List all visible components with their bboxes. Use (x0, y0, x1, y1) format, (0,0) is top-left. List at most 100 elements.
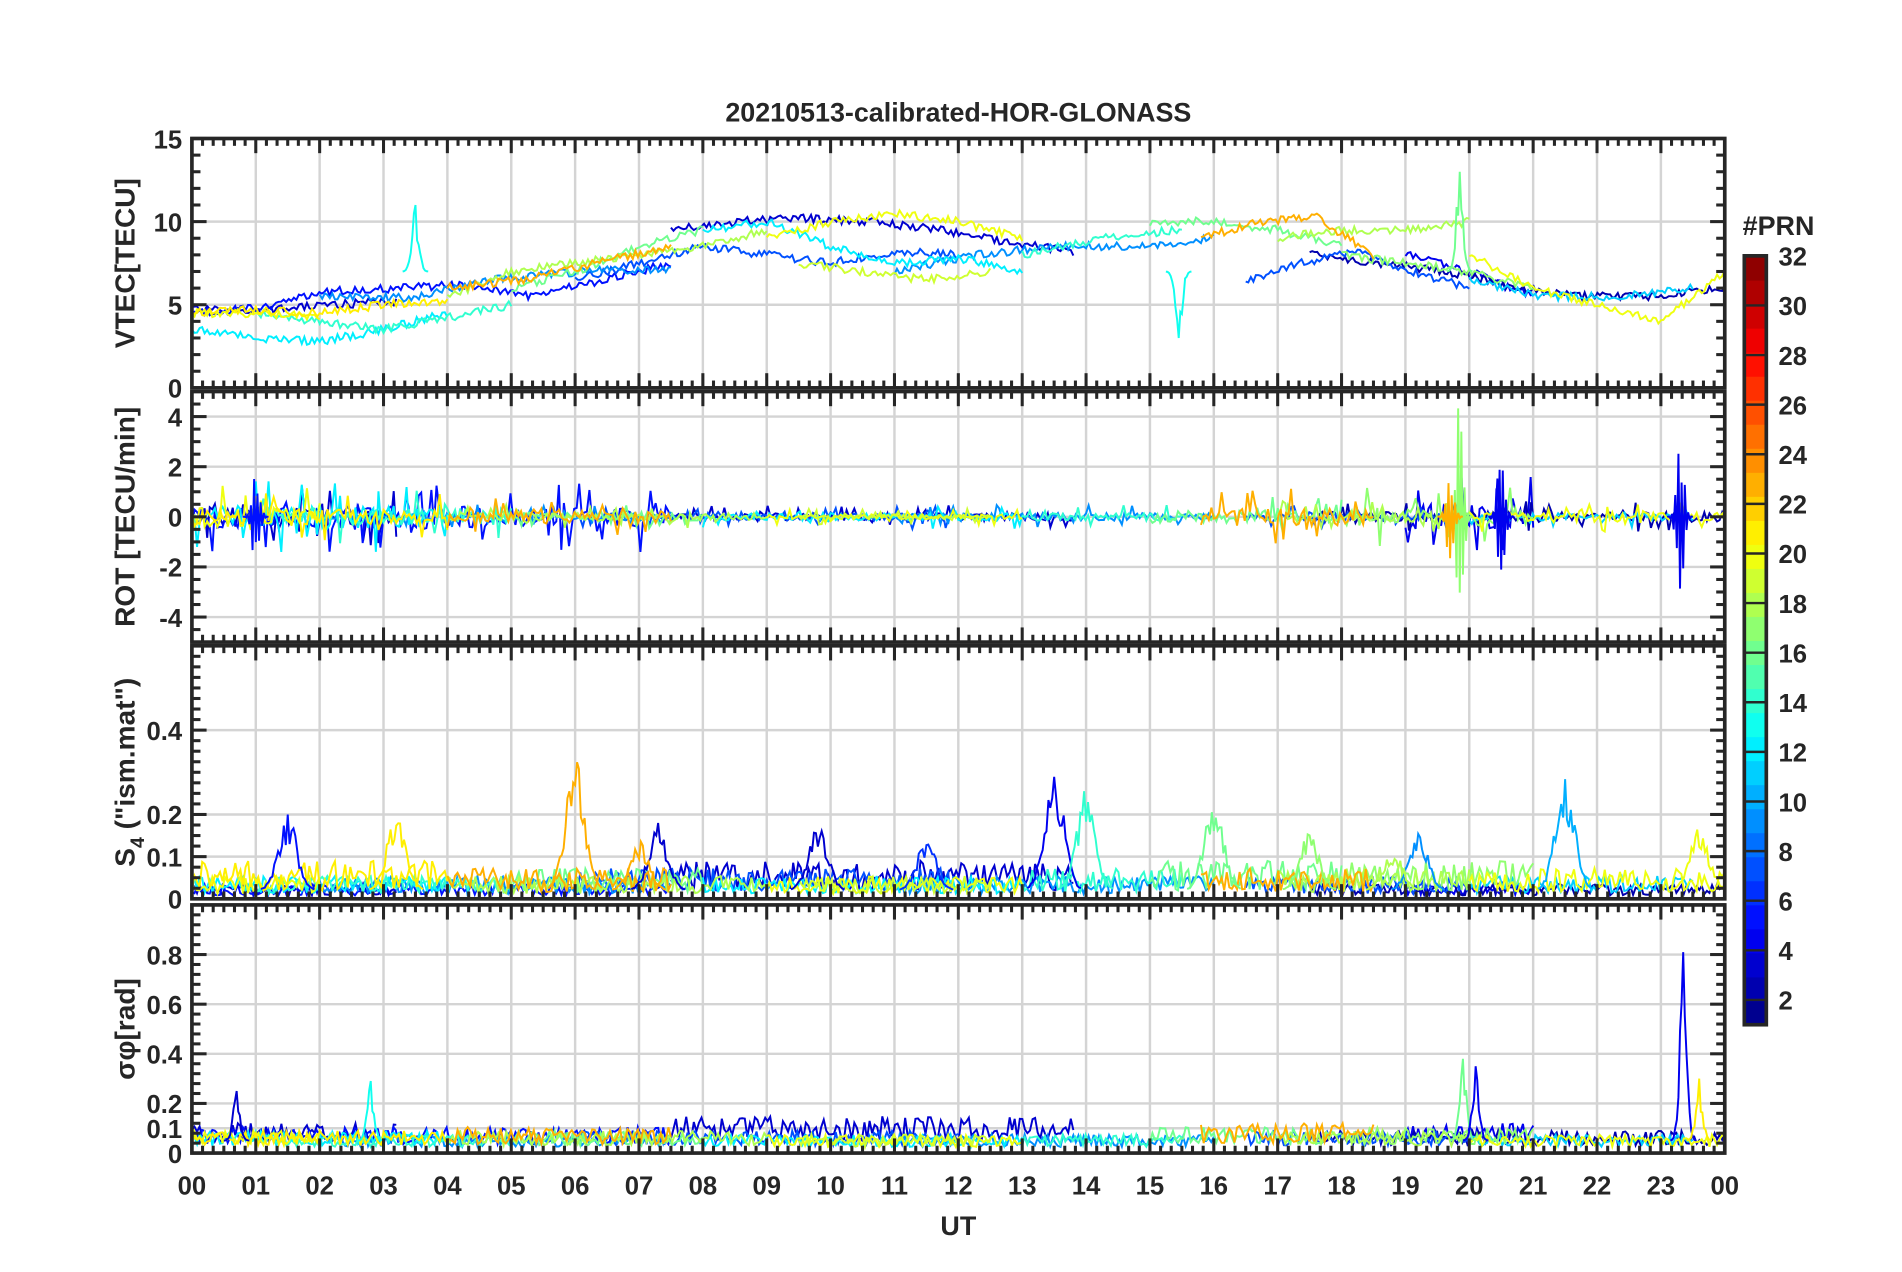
x-tick-label: 08 (689, 1173, 718, 1201)
colorbar-tick-label: 18 (1779, 591, 1808, 619)
y-tick-label: 15 (154, 126, 183, 154)
colorbar-tick-label: 10 (1779, 789, 1808, 817)
colorbar-tick-label: 24 (1779, 442, 1808, 470)
colorbar-segment (1744, 255, 1767, 281)
axes (190, 389, 1727, 644)
y-tick-label: 0.1 (146, 1116, 182, 1144)
y-tick-label: 0.2 (146, 802, 182, 830)
event-prn-17 (1282, 832, 1337, 891)
colorbar-tick-label: 26 (1779, 392, 1808, 420)
series-lines (191, 171, 1725, 347)
event-prn-18 (1365, 857, 1420, 891)
axes (190, 903, 1727, 1155)
event-prn-21 (369, 822, 424, 891)
colorbar-segment (1744, 784, 1767, 810)
panel-s4: 00.10.20.4S4 ("ism.mat") (109, 643, 1727, 915)
y-tick-label: 0 (168, 376, 182, 404)
series-prn-23-rot (1200, 488, 1374, 544)
colorbar-segment (1744, 375, 1767, 401)
series-prn-23-sigma (1200, 1120, 1375, 1147)
series-prn-19-vtec (798, 261, 992, 286)
colorbar-tick-label: 4 (1779, 938, 1794, 966)
series-prn-12-vtec (191, 311, 449, 347)
colorbar-tick-label: 28 (1779, 343, 1808, 371)
colorbar-segment (1744, 760, 1767, 786)
series-prn-23-rot (446, 498, 672, 535)
x-tick-label: 00 (178, 1173, 207, 1201)
series-prn-3-vtec (670, 212, 1075, 257)
y-axis-label-sub: 4 (127, 837, 149, 848)
y-tick-label: 2 (168, 454, 182, 482)
series-prn-3-sigma (670, 1113, 1075, 1143)
y-tick-label: 0.8 (146, 942, 182, 970)
y-tick-label: 10 (154, 209, 183, 237)
event-prn-23 (611, 838, 666, 891)
colorbar-segment (1744, 303, 1767, 329)
axes-frame (190, 136, 1727, 390)
event-prn-10 (1537, 779, 1593, 890)
event-prn-16 (1186, 812, 1242, 890)
x-axis-label: UT (940, 1211, 976, 1241)
x-tick-label: 13 (1008, 1173, 1037, 1201)
colorbar-segment (1744, 448, 1767, 473)
y-tick-label: -4 (159, 605, 183, 633)
series-prn-9-vtec (893, 233, 1215, 275)
x-tick-label: 21 (1519, 1173, 1548, 1201)
series-prn-21-rot (191, 493, 449, 541)
x-tick-label: 09 (752, 1173, 781, 1201)
x-tick-label: 01 (242, 1173, 271, 1201)
series-prn-23-sigma (447, 1125, 672, 1148)
colorbar-segment (1744, 424, 1767, 449)
y-tick-label: 4 (168, 404, 183, 432)
axes (190, 136, 1727, 390)
x-tick-label: 12 (944, 1173, 973, 1201)
y-tick-label: 0 (168, 1141, 182, 1169)
y-axis-label: S4 ("ism.mat") (109, 678, 149, 867)
axes-frame (190, 643, 1727, 901)
series-prn-17-sigma (1340, 1124, 1535, 1148)
colorbar-segment (1744, 664, 1767, 690)
x-tick-label: 19 (1391, 1173, 1420, 1201)
series-prn-17-vtec (1341, 250, 1534, 290)
series-prn-21-sigma (191, 1127, 449, 1149)
series-prn-19-rot (797, 505, 991, 526)
y-tick-label: 0.6 (146, 992, 182, 1020)
series-prn-16-sigma (1149, 1125, 1342, 1147)
y-tick-label: 0.2 (146, 1091, 182, 1119)
event-prn-16 (1446, 171, 1473, 273)
colorbar-segment (1744, 904, 1767, 930)
y-tick-label: 0.1 (146, 844, 182, 872)
series-prn-18-rot (446, 501, 768, 529)
y-tick-label: 0.4 (146, 1042, 182, 1070)
colorbar-segment (1744, 976, 1767, 1002)
event-prn-14 (1058, 791, 1114, 890)
series-prn-7-vtec (1245, 248, 1470, 291)
series-prn-18-vtec (1277, 217, 1470, 243)
colorbar-tick-label: 8 (1779, 839, 1793, 867)
series-prn-16-s4 (1149, 859, 1343, 893)
series-prn-12-vtec (702, 218, 1024, 276)
panel-vtec: 0 5 10 15 VTEC[TECU] (109, 126, 1727, 404)
panel-rot: -4 -2 0 2 4 ROT [TECU/min] (109, 389, 1727, 644)
event-prn-21 (1686, 1078, 1713, 1142)
y-axis-label-rest: ("ism.mat") (109, 678, 140, 837)
series-prn-21-vtec (191, 297, 449, 319)
event-prn-23 (547, 762, 603, 890)
colorbar-segment (1744, 808, 1767, 834)
colorbar-segment (1744, 568, 1767, 593)
event-prn-13 (402, 204, 429, 273)
colorbar-tick-label: 14 (1779, 690, 1808, 718)
event-prn-5 (260, 814, 315, 891)
event-prn-4 (1026, 776, 1082, 890)
colorbar-segment (1744, 544, 1767, 569)
x-tick-label: 04 (433, 1173, 462, 1201)
colorbar-segment (1744, 688, 1767, 714)
series-prn-23-vtec (1200, 212, 1375, 260)
y-tick-label: 0 (168, 505, 182, 533)
event-prn-4 (1667, 453, 1694, 589)
series-prn-18-sigma (446, 1128, 768, 1150)
colorbar-tick-label: 20 (1779, 541, 1808, 569)
event-prn-5 (242, 479, 269, 551)
event-prn-23 (1437, 483, 1464, 559)
